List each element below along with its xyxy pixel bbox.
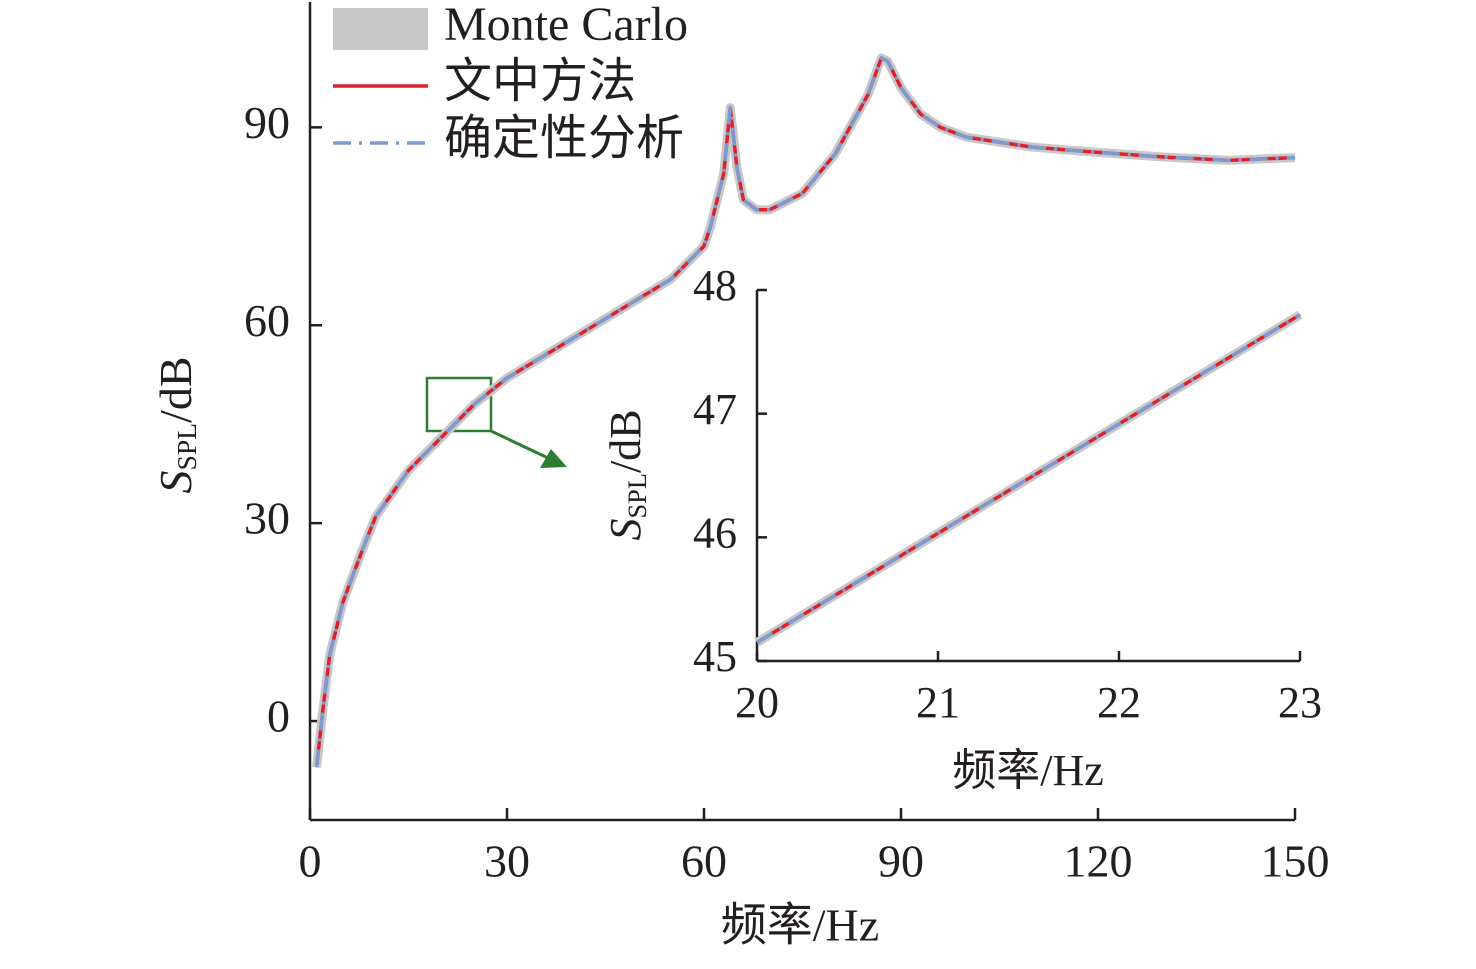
x-tick-label: 90	[878, 836, 924, 887]
x-tick-label: 21	[916, 678, 960, 727]
y-tick-label: 60	[244, 295, 290, 346]
y-label-main: S	[150, 471, 201, 494]
y-label-unit: /dB	[601, 409, 650, 473]
y-tick-label: 46	[693, 508, 737, 557]
x-tick-label: 0	[299, 836, 322, 887]
x-tick-label: 20	[735, 678, 779, 727]
legend-label: Monte Carlo	[444, 0, 688, 51]
x-tick-label: 22	[1097, 678, 1141, 727]
x-tick-label: 30	[484, 836, 530, 887]
zoom-arrow	[490, 429, 549, 460]
series-line	[314, 56, 1296, 768]
legend-swatch	[333, 8, 428, 50]
x-axis-label: 频率/Hz	[952, 746, 1104, 795]
zoom-box	[425, 376, 493, 433]
y-label-main: S	[601, 519, 650, 541]
y-label-sub: SPL	[171, 423, 202, 471]
series-line	[756, 313, 1301, 644]
y-tick-label: 47	[693, 385, 737, 434]
legend-label: 确定性分析	[444, 112, 684, 165]
x-axis-label: 频率/Hz	[721, 900, 879, 951]
y-axis-label: SSPL/dB	[150, 356, 203, 493]
y-label-unit: /dB	[150, 356, 201, 422]
y-tick-label: 0	[267, 691, 290, 742]
x-tick-label: 23	[1278, 678, 1322, 727]
y-tick-label: 30	[244, 493, 290, 544]
y-tick-label: 45	[693, 632, 737, 681]
x-tick-label: 150	[1261, 836, 1330, 887]
zoom-arrow-head	[540, 449, 567, 468]
y-tick-label: 90	[244, 97, 290, 148]
y-label-sub: SPL	[622, 473, 652, 518]
y-axis-label: SSPL/dB	[601, 409, 652, 540]
x-tick-label: 60	[681, 836, 727, 887]
y-tick-label: 48	[693, 261, 737, 310]
legend-label: 文中方法	[444, 55, 636, 108]
x-tick-label: 120	[1064, 836, 1133, 887]
series-line	[756, 313, 1301, 644]
